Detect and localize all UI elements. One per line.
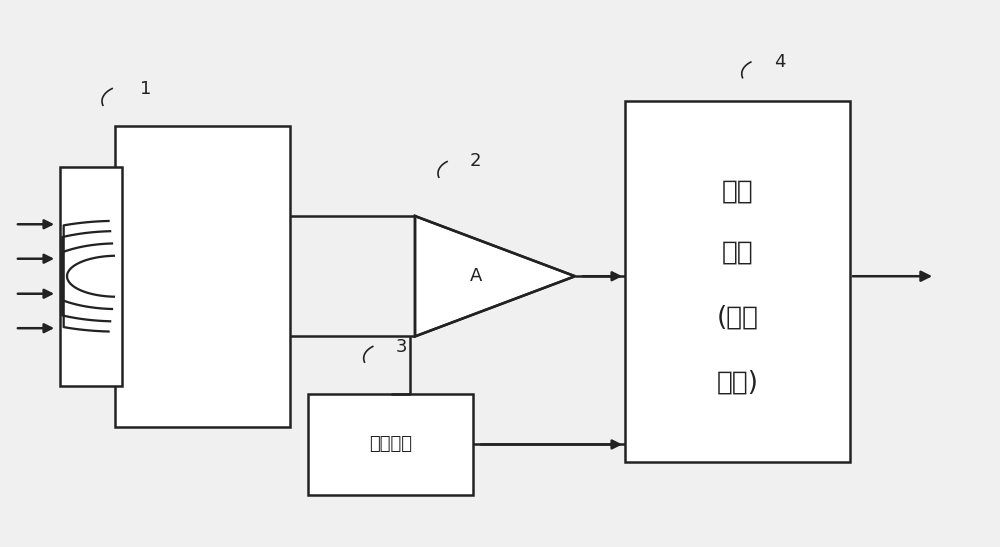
Text: 处理: 处理 (722, 240, 753, 266)
Text: 4: 4 (774, 53, 785, 71)
Text: A: A (470, 267, 482, 285)
Text: 计算): 计算) (716, 370, 759, 396)
Bar (308, 394, 473, 495)
Polygon shape (415, 216, 575, 336)
Text: 信号: 信号 (722, 178, 753, 205)
Bar (625, 101, 850, 462)
Text: (温度: (温度 (716, 305, 759, 331)
Bar (60, 167, 122, 386)
Text: 1: 1 (140, 80, 151, 98)
Text: 2: 2 (470, 152, 482, 170)
Text: 3: 3 (396, 337, 407, 356)
Text: 本地温度: 本地温度 (369, 435, 412, 453)
Bar (115, 126, 290, 427)
